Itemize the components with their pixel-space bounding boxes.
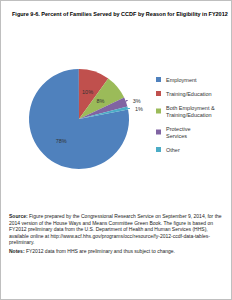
svg-text:1%: 1% — [135, 106, 143, 112]
svg-text:Services: Services — [166, 133, 187, 139]
html-text:Source: Figure prepared by the: Source: Figure prepared by the Congressi… — [9, 213, 222, 245]
svg-text:Both Employment &: Both Employment & — [166, 105, 216, 111]
svg-text:Figure 9-6. Percent of Familie: Figure 9-6. Percent of Families Served b… — [12, 11, 228, 17]
html-text:Notes: FY2012 data from HHS ar: Notes: FY2012 data from HHS are prelimin… — [9, 247, 175, 254]
svg-text:10%: 10% — [82, 89, 93, 95]
svg-text:78%: 78% — [56, 138, 67, 144]
svg-text:8%: 8% — [97, 98, 105, 104]
svg-text:Employment: Employment — [166, 77, 197, 83]
svg-text:Protective: Protective — [166, 126, 192, 132]
svg-text:Training/Education: Training/Education — [166, 91, 212, 97]
svg-text:3%: 3% — [133, 98, 141, 104]
svg-text:Other: Other — [166, 147, 180, 153]
svg-text:Training/Education: Training/Education — [166, 112, 212, 118]
